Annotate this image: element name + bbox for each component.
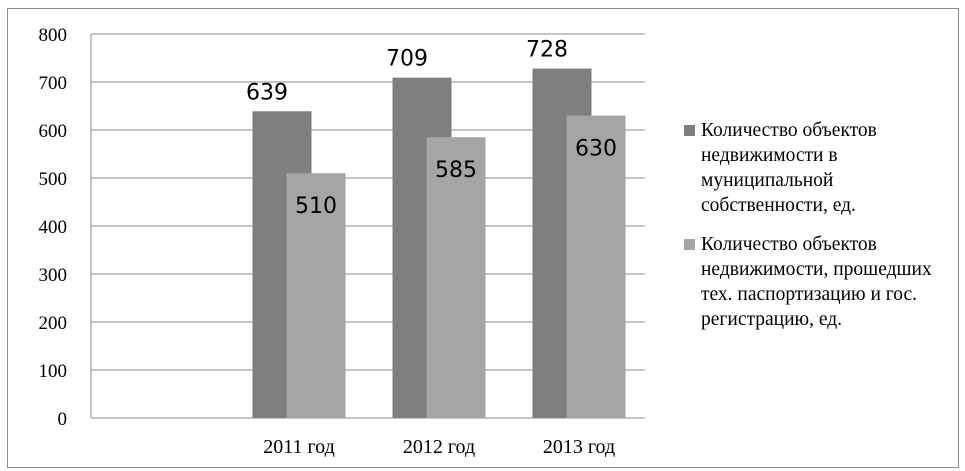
- data-labels: 639 510 709 585 728 630: [246, 38, 617, 220]
- x-category-label-2013-год: 2013 год: [543, 436, 615, 458]
- data-label-series-1-2012-год: 709: [386, 47, 428, 72]
- x-axis-categories: 2011 год 2012 год 2013 год: [263, 436, 615, 458]
- data-label-series-2-2013-год: 630: [575, 137, 617, 162]
- x-category-label-2012-год: 2012 год: [403, 436, 475, 458]
- legend-label-series-2: Количество объектов недвижимости, прошед…: [701, 234, 932, 330]
- data-label-series-2-2011-год: 510: [295, 194, 337, 219]
- y-tick-label-600: 600: [39, 121, 68, 142]
- legend-item-series-2: Количество объектов недвижимости, прошед…: [680, 232, 955, 332]
- legend-swatch-series-2: [684, 239, 695, 250]
- bar-series-2-2011-год: [286, 173, 346, 418]
- y-tick-label-500: 500: [39, 169, 68, 190]
- legend-swatch-series-1: [684, 125, 695, 136]
- bar-series-2-2013-год: [566, 115, 626, 418]
- y-axis-ticks: 0 100 200 300 400 500 600 700 800: [39, 25, 68, 430]
- y-tick-label-800: 800: [39, 25, 68, 46]
- legend-label-series-1: Количество объектов недвижимости в муниц…: [701, 120, 877, 216]
- y-tick-label-700: 700: [39, 73, 68, 94]
- data-label-series-2-2012-год: 585: [435, 158, 477, 183]
- data-label-series-1-2011-год: 639: [246, 80, 288, 105]
- bars: [252, 68, 626, 419]
- data-label-series-1-2013-год: 728: [526, 38, 568, 63]
- y-tick-label-400: 400: [39, 217, 68, 238]
- y-tick-label-300: 300: [39, 265, 68, 286]
- bar-series-2-2012-год: [426, 137, 486, 418]
- legend: Количество объектов недвижимости в муниц…: [680, 118, 955, 346]
- y-tick-label-0: 0: [58, 409, 68, 430]
- y-tick-label-100: 100: [39, 361, 68, 382]
- y-tick-label-200: 200: [39, 313, 68, 334]
- legend-item-series-1: Количество объектов недвижимости в муниц…: [680, 118, 955, 218]
- x-category-label-2011-год: 2011 год: [263, 436, 335, 458]
